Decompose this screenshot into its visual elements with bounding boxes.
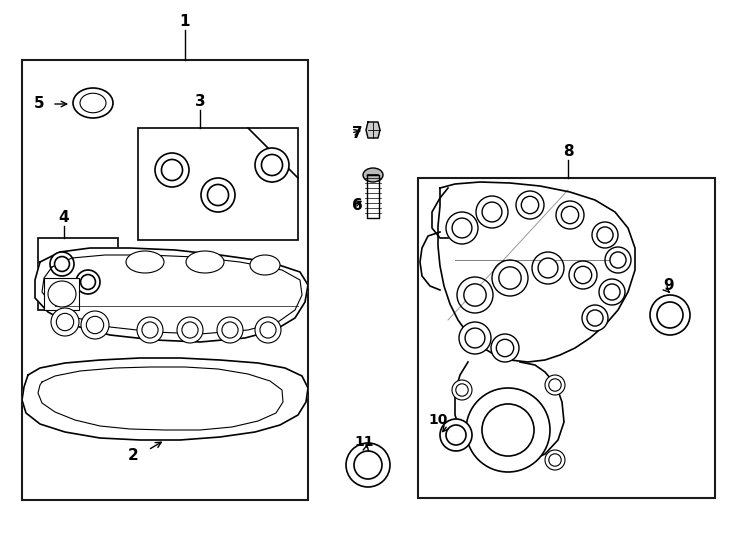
- Polygon shape: [22, 358, 308, 440]
- Text: 5: 5: [34, 97, 44, 111]
- Ellipse shape: [48, 281, 76, 307]
- Ellipse shape: [569, 261, 597, 289]
- Ellipse shape: [182, 322, 198, 338]
- Ellipse shape: [582, 305, 608, 331]
- Ellipse shape: [562, 206, 578, 224]
- Text: 2: 2: [128, 448, 139, 462]
- Ellipse shape: [81, 274, 95, 289]
- Ellipse shape: [476, 196, 508, 228]
- Polygon shape: [42, 255, 302, 334]
- Ellipse shape: [440, 419, 472, 451]
- Ellipse shape: [208, 185, 228, 206]
- Ellipse shape: [76, 270, 100, 294]
- Polygon shape: [455, 362, 564, 464]
- Polygon shape: [438, 182, 635, 362]
- Ellipse shape: [137, 317, 163, 343]
- Text: 10: 10: [429, 413, 448, 427]
- Ellipse shape: [255, 317, 281, 343]
- Ellipse shape: [499, 267, 521, 289]
- Ellipse shape: [452, 218, 472, 238]
- Ellipse shape: [456, 384, 468, 396]
- Bar: [38, 238, 118, 310]
- Ellipse shape: [549, 454, 562, 466]
- Ellipse shape: [657, 302, 683, 328]
- Ellipse shape: [446, 212, 478, 244]
- Ellipse shape: [217, 317, 243, 343]
- Text: 9: 9: [664, 278, 675, 293]
- Ellipse shape: [532, 252, 564, 284]
- Ellipse shape: [250, 255, 280, 275]
- Ellipse shape: [155, 153, 189, 187]
- Ellipse shape: [482, 202, 502, 222]
- Ellipse shape: [545, 450, 565, 470]
- Ellipse shape: [516, 191, 544, 219]
- Ellipse shape: [80, 93, 106, 113]
- Ellipse shape: [604, 284, 620, 300]
- Ellipse shape: [50, 252, 74, 276]
- Ellipse shape: [492, 260, 528, 296]
- Ellipse shape: [482, 404, 534, 456]
- Ellipse shape: [57, 313, 73, 330]
- Ellipse shape: [363, 168, 383, 182]
- Ellipse shape: [491, 334, 519, 362]
- Ellipse shape: [346, 443, 390, 487]
- Ellipse shape: [574, 266, 592, 284]
- Ellipse shape: [255, 148, 289, 182]
- Ellipse shape: [126, 251, 164, 273]
- Ellipse shape: [545, 375, 565, 395]
- Ellipse shape: [452, 380, 472, 400]
- Ellipse shape: [161, 159, 183, 180]
- Text: 1: 1: [180, 15, 190, 30]
- Ellipse shape: [496, 339, 514, 357]
- Ellipse shape: [597, 227, 613, 243]
- Bar: [22, 60, 308, 500]
- Ellipse shape: [466, 388, 550, 472]
- Ellipse shape: [261, 154, 283, 176]
- Ellipse shape: [54, 256, 70, 272]
- Ellipse shape: [201, 178, 235, 212]
- Bar: [138, 128, 298, 240]
- Bar: [418, 178, 715, 498]
- Text: 11: 11: [355, 435, 374, 449]
- Ellipse shape: [260, 322, 276, 338]
- Ellipse shape: [73, 88, 113, 118]
- Text: 4: 4: [59, 211, 69, 226]
- Ellipse shape: [222, 322, 238, 338]
- Polygon shape: [366, 122, 380, 138]
- Ellipse shape: [650, 295, 690, 335]
- Ellipse shape: [521, 197, 539, 214]
- Polygon shape: [367, 175, 379, 218]
- Ellipse shape: [605, 247, 631, 273]
- Ellipse shape: [610, 252, 626, 268]
- Ellipse shape: [556, 201, 584, 229]
- Ellipse shape: [592, 222, 618, 248]
- Ellipse shape: [464, 284, 486, 306]
- Text: 8: 8: [563, 145, 573, 159]
- Polygon shape: [38, 367, 283, 430]
- Ellipse shape: [81, 311, 109, 339]
- Ellipse shape: [465, 328, 485, 348]
- Ellipse shape: [177, 317, 203, 343]
- Ellipse shape: [87, 316, 103, 334]
- Ellipse shape: [549, 379, 562, 391]
- Ellipse shape: [599, 279, 625, 305]
- Bar: [44, 278, 79, 310]
- Ellipse shape: [457, 277, 493, 313]
- Ellipse shape: [186, 251, 224, 273]
- Text: 6: 6: [352, 198, 363, 213]
- Ellipse shape: [459, 322, 491, 354]
- Text: 3: 3: [195, 94, 206, 110]
- Ellipse shape: [538, 258, 558, 278]
- Text: 7: 7: [352, 125, 363, 140]
- Ellipse shape: [446, 425, 466, 445]
- Ellipse shape: [142, 322, 158, 338]
- Ellipse shape: [51, 308, 79, 336]
- Ellipse shape: [587, 310, 603, 326]
- Polygon shape: [35, 248, 308, 342]
- Ellipse shape: [354, 451, 382, 479]
